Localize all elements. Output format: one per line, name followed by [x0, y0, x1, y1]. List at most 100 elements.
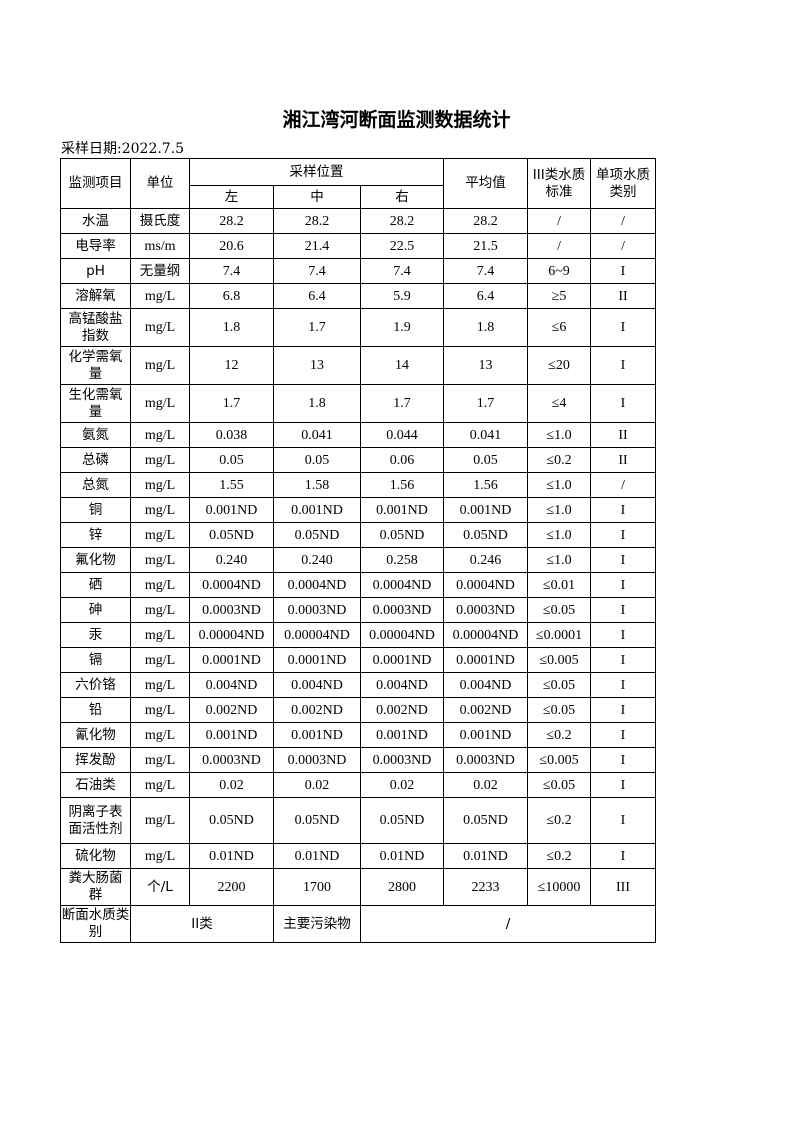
cell-cat: III	[590, 868, 657, 906]
cell-std: ≤0.0001	[527, 622, 592, 648]
cell-item: 镉	[60, 647, 131, 673]
cell-avg: 7.4	[443, 258, 529, 284]
cell-std: ≤4	[527, 384, 592, 423]
cell-avg: 13	[443, 346, 529, 385]
cell-middle: 1.8	[273, 384, 361, 423]
cell-avg: 0.05ND	[443, 797, 529, 844]
cell-unit: mg/L	[130, 747, 190, 773]
table-row: 硒 mg/L 0.0004ND 0.0004ND 0.0004ND 0.0004ND ≤0.…	[60, 572, 657, 598]
cell-avg: 0.0004ND	[443, 572, 529, 598]
cell-std: /	[527, 233, 592, 259]
cell-std: ≤1.0	[527, 472, 592, 498]
cell-cat: I	[590, 384, 657, 423]
cell-avg: 6.4	[443, 283, 529, 309]
cell-left: 0.004ND	[189, 672, 274, 698]
cell-middle: 0.0001ND	[273, 647, 361, 673]
cell-std: ≤0.2	[527, 843, 592, 869]
cell-middle: 0.05	[273, 447, 361, 473]
cell-std: ≤1.0	[527, 522, 592, 548]
cell-unit: mg/L	[130, 447, 190, 473]
cell-avg: 0.01ND	[443, 843, 529, 869]
cell-unit: mg/L	[130, 647, 190, 673]
cell-cat: I	[590, 597, 657, 623]
cell-std: ≤0.2	[527, 722, 592, 748]
cell-std: ≤20	[527, 346, 592, 385]
cell-right: 7.4	[359, 258, 445, 284]
cell-item: 氟化物	[60, 547, 131, 573]
cell-middle: 0.05ND	[273, 522, 361, 548]
header-subrow: 左 中 右	[61, 185, 656, 209]
header-average: 平均值	[443, 158, 529, 209]
cell-right: 0.05ND	[359, 797, 445, 844]
cell-item: 石油类	[60, 772, 131, 798]
cell-cat: I	[590, 622, 657, 648]
cell-avg: 0.0003ND	[443, 747, 529, 773]
cell-right: 0.02	[359, 772, 445, 798]
cell-item: 氰化物	[60, 722, 131, 748]
cell-cat: I	[590, 772, 657, 798]
cell-middle: 0.0003ND	[273, 597, 361, 623]
cell-right: 0.01ND	[359, 843, 445, 869]
cell-right: 0.044	[359, 422, 445, 448]
cell-cat: I	[590, 522, 657, 548]
cell-unit: mg/L	[130, 522, 190, 548]
cell-avg: 0.004ND	[443, 672, 529, 698]
cell-left: 0.002ND	[189, 697, 274, 723]
cell-middle: 0.001ND	[273, 722, 361, 748]
cell-avg: 0.0003ND	[443, 597, 529, 623]
cell-unit: mg/L	[130, 772, 190, 798]
cell-std: ≤10000	[527, 868, 592, 906]
cell-cat: II	[590, 422, 657, 448]
cell-right: 0.002ND	[359, 697, 445, 723]
cell-unit: mg/L	[130, 308, 190, 347]
cell-std: ≤1.0	[527, 422, 592, 448]
cell-middle: 0.02	[273, 772, 361, 798]
cell-right: 5.9	[359, 283, 445, 309]
cell-left: 0.240	[189, 547, 274, 573]
cell-std: ≤0.05	[527, 597, 592, 623]
cell-left: 0.0003ND	[189, 747, 274, 773]
cell-unit: mg/L	[130, 283, 190, 309]
cell-item: 挥发酚	[60, 747, 131, 773]
table-row: 总磷 mg/L 0.05 0.05 0.06 0.05 ≤0.2 II	[60, 447, 657, 473]
cell-cat: I	[590, 722, 657, 748]
cell-std: 6~9	[527, 258, 592, 284]
monitoring-table: 监测项目 单位 采样位置 平均值 III类水质标准 单项水质类别 左 中 右 水…	[60, 158, 657, 943]
cell-avg: 21.5	[443, 233, 529, 259]
cell-cat: I	[590, 497, 657, 523]
header-item: 监测项目	[60, 158, 131, 209]
cell-item: 砷	[60, 597, 131, 623]
cell-left: 20.6	[189, 233, 274, 259]
cell-left: 7.4	[189, 258, 274, 284]
cell-item: 电导率	[60, 233, 131, 259]
cell-unit: mg/L	[130, 722, 190, 748]
cell-middle: 7.4	[273, 258, 361, 284]
cell-unit: mg/L	[130, 797, 190, 844]
cell-cat: II	[590, 283, 657, 309]
cell-left: 0.001ND	[189, 497, 274, 523]
cell-middle: 0.001ND	[273, 497, 361, 523]
cell-unit: 摄氏度	[130, 208, 190, 234]
cell-avg: 2233	[443, 868, 529, 906]
cell-avg: 1.8	[443, 308, 529, 347]
cell-left: 0.0001ND	[189, 647, 274, 673]
cell-cat: I	[590, 258, 657, 284]
cell-left: 0.05ND	[189, 522, 274, 548]
cell-item: 化学需氧量	[60, 346, 131, 385]
cell-cat: I	[590, 797, 657, 844]
cell-middle: 1700	[273, 868, 361, 906]
cell-unit: mg/L	[130, 697, 190, 723]
cell-left: 28.2	[189, 208, 274, 234]
cell-cat: /	[590, 208, 657, 234]
cell-std: ≤1.0	[527, 497, 592, 523]
table-row: 氰化物 mg/L 0.001ND 0.001ND 0.001ND 0.001ND ≤0.2 I	[60, 722, 657, 748]
cell-avg: 1.56	[443, 472, 529, 498]
cell-item: 生化需氧量	[60, 384, 131, 423]
cell-cat: /	[590, 472, 657, 498]
cell-item: 六价铬	[60, 672, 131, 698]
table-row: pH 无量纲 7.4 7.4 7.4 7.4 6~9 I	[60, 258, 657, 284]
cell-unit: mg/L	[130, 597, 190, 623]
table-row: 锌 mg/L 0.05ND 0.05ND 0.05ND 0.05ND ≤1.0 I	[60, 522, 657, 548]
cell-right: 28.2	[359, 208, 445, 234]
cell-cat: I	[590, 308, 657, 347]
